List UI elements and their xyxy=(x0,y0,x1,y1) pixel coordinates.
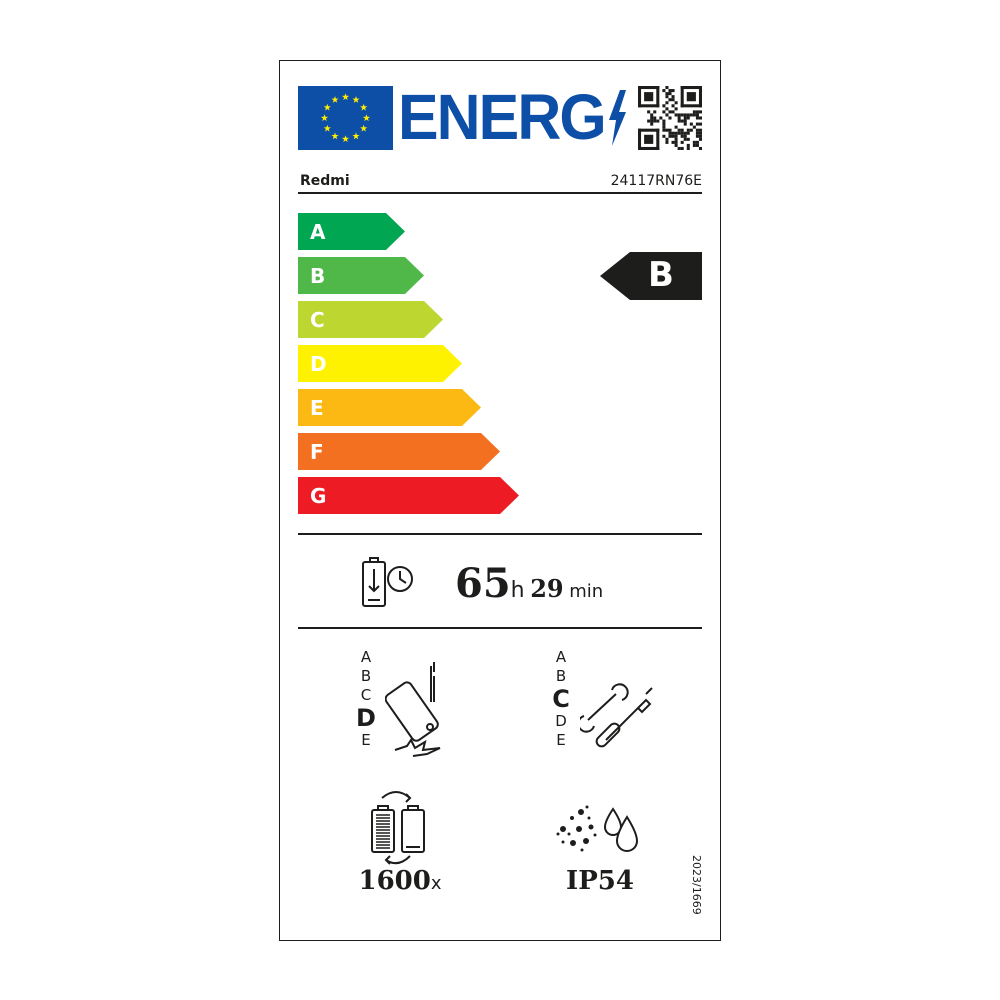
energy-class-letter: E xyxy=(310,396,324,420)
energy-class-bar-e: E xyxy=(298,389,481,426)
energy-class-letter: B xyxy=(310,264,326,288)
star-icon xyxy=(323,124,331,132)
energy-logo: ENERG xyxy=(398,81,607,153)
divider xyxy=(298,533,702,535)
regulation-number: 2023/1669 xyxy=(690,855,703,915)
eu-flag-icon xyxy=(298,86,393,150)
star-icon xyxy=(341,93,350,101)
tools-icon xyxy=(580,683,653,748)
scale-class-b: B xyxy=(555,667,567,685)
scale-class-c: C xyxy=(552,685,570,713)
scale-class-e: E xyxy=(361,731,371,749)
star-icon xyxy=(341,135,350,143)
supplier-name: Redmi xyxy=(300,173,350,189)
energy-class-bar-g: G xyxy=(298,477,519,514)
energy-class-letter: F xyxy=(310,440,324,464)
phone-drop-icon xyxy=(385,662,441,757)
qr-code[interactable] xyxy=(638,86,702,150)
energy-class-bar-b: B xyxy=(298,257,424,294)
star-icon xyxy=(352,132,360,140)
energy-class-letter: D xyxy=(310,352,327,376)
energy-class-letter: A xyxy=(310,220,326,244)
scale-class-d: D xyxy=(555,712,567,730)
dust-water-icon xyxy=(556,805,639,852)
star-icon xyxy=(362,114,371,122)
star-icon xyxy=(331,96,339,103)
divider xyxy=(298,627,702,629)
selected-class-indicator xyxy=(600,252,702,300)
model-identifier: 24117RN76E xyxy=(610,173,702,189)
energy-class-letter: C xyxy=(310,308,325,332)
energy-class-bar-c: C xyxy=(298,301,443,338)
star-icon xyxy=(320,114,329,122)
energy-class-bar-f: F xyxy=(298,433,500,470)
scale-class-b: B xyxy=(360,667,372,685)
star-icon xyxy=(360,124,368,132)
star-icon xyxy=(323,103,331,111)
star-icon xyxy=(360,103,368,111)
divider xyxy=(298,192,702,194)
energy-class-bar-d: D xyxy=(298,345,462,382)
star-icon xyxy=(352,96,360,103)
energy-class-letter: G xyxy=(310,484,327,508)
scale-class-e: E xyxy=(556,731,566,749)
ingress-protection: IP54 xyxy=(566,866,634,896)
star-icon xyxy=(331,132,339,140)
energy-class-bar-a: A xyxy=(298,213,405,250)
scale-class-d: D xyxy=(356,704,376,732)
battery-endurance: 65h 29 min xyxy=(455,560,604,607)
selected-class-letter: B xyxy=(648,255,674,295)
scale-class-c: C xyxy=(360,686,372,704)
label-frame xyxy=(279,60,721,941)
scale-class-a: A xyxy=(555,648,567,666)
scale-class-a: A xyxy=(360,648,372,666)
battery-cycles: 1600x xyxy=(358,866,442,896)
battery-clock-icon xyxy=(362,557,413,607)
battery-cycle-icon xyxy=(371,791,425,865)
lightning-bolt-icon xyxy=(609,90,626,146)
